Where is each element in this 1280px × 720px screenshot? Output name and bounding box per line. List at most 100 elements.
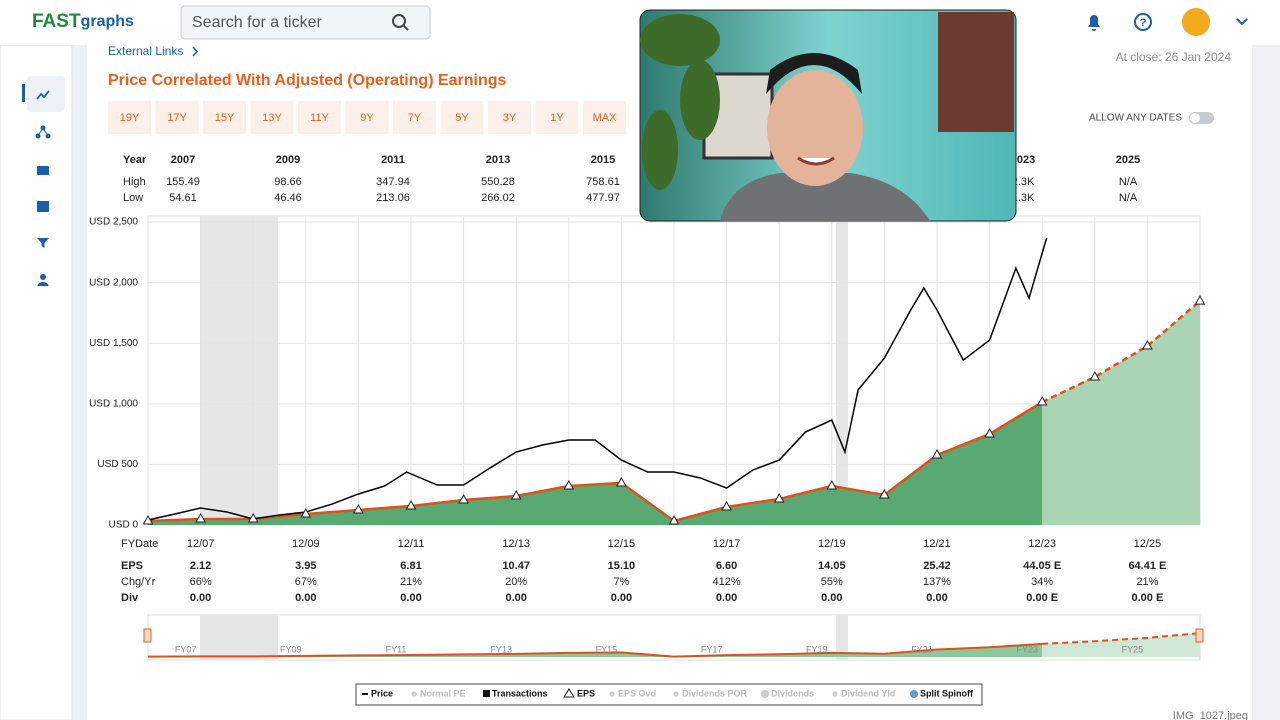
eps-marker	[1036, 395, 1048, 406]
range-button[interactable]	[108, 101, 151, 134]
legend-label[interactable]: EPS Ovd	[618, 688, 656, 698]
range-button[interactable]	[298, 101, 341, 134]
range-button-label: 13Y	[262, 112, 282, 124]
range-button[interactable]	[203, 101, 246, 134]
search-box[interactable]	[180, 5, 431, 40]
logo-b: graphs	[81, 13, 134, 30]
row-value: 21%	[400, 576, 422, 588]
notifications-icon[interactable]	[1088, 15, 1100, 31]
legend-label[interactable]: Dividends POR	[682, 688, 748, 698]
navigator-handle[interactable]	[143, 628, 152, 643]
range-button[interactable]	[535, 101, 579, 134]
range-button[interactable]	[155, 101, 199, 134]
nav-network[interactable]	[35, 125, 51, 139]
eps-marker	[616, 476, 627, 487]
legend-label[interactable]: Dividends	[771, 688, 814, 698]
eps-marker	[984, 427, 995, 438]
nav-reports[interactable]	[37, 201, 49, 212]
year-high: 347.94	[376, 176, 410, 188]
logo[interactable]: FASTgraphs	[32, 11, 134, 32]
row-value: 25.42	[923, 560, 951, 572]
range-button[interactable]	[250, 101, 294, 134]
year-header: 2007	[171, 154, 195, 166]
row-value: 0.00	[716, 592, 737, 604]
row-value: 7%	[613, 576, 629, 588]
range-button[interactable]	[440, 101, 484, 134]
year-header: 2025	[1116, 154, 1140, 166]
eps-marker	[405, 499, 417, 510]
mouth	[797, 156, 835, 166]
legend-label[interactable]: Split Spinoff	[920, 688, 974, 698]
menu-chevron[interactable]	[1236, 18, 1248, 26]
eps-marker	[353, 503, 364, 514]
row-value: 67%	[295, 576, 317, 588]
range-button[interactable]	[345, 101, 389, 134]
range-button-label: 9Y	[360, 112, 374, 124]
row-value: 44.05 E	[1023, 560, 1061, 572]
allow-any-dates: ALLOW ANY DATES	[1089, 113, 1182, 124]
legend-icon	[673, 691, 679, 697]
help-icon-mark: ?	[1140, 17, 1147, 29]
nav-chart[interactable]	[36, 90, 50, 100]
eps-marker	[879, 488, 890, 499]
eps-marker	[247, 512, 259, 523]
y-tick-label: USD 500	[97, 459, 138, 470]
eps-area	[148, 402, 1043, 525]
row-label: Chg/Yr	[121, 576, 156, 588]
legend-label[interactable]: Price	[371, 688, 393, 698]
range-button-label: 7Y	[408, 112, 422, 124]
year-low: 266.02	[481, 192, 515, 204]
x-tick-label: 12/15	[608, 538, 636, 550]
video-overlay	[639, 9, 1017, 222]
search-placeholder: Search for a ticker	[192, 14, 323, 31]
legend-label[interactable]: Transactions	[492, 688, 548, 698]
navigator-label: FY17	[701, 644, 723, 654]
row-value: 64.41 E	[1128, 560, 1166, 572]
row-value: 0.00	[611, 592, 632, 604]
navigator-handle[interactable]	[1195, 628, 1204, 643]
year-high: 758.61	[586, 176, 620, 188]
range-button[interactable]	[393, 101, 436, 134]
row-value: 10.47	[502, 560, 530, 572]
navigator-label: FY15	[596, 644, 618, 654]
legend-icon	[563, 688, 575, 698]
navigator-label: FY11	[386, 644, 407, 654]
year-high: 98.66	[274, 176, 302, 188]
low-label: Low	[123, 192, 143, 204]
row-value: 20%	[505, 576, 527, 588]
range-button-label: 1Y	[550, 112, 564, 124]
row-value: 0.00	[926, 592, 947, 604]
range-button[interactable]	[488, 101, 531, 134]
eps-marker	[931, 448, 943, 459]
nav-user[interactable]	[37, 274, 49, 286]
eps-marker	[142, 514, 154, 525]
y-tick-label: USD 0	[109, 520, 139, 531]
year-high: 2.3K	[1012, 176, 1035, 188]
eps-marker	[1089, 371, 1101, 381]
navigator-band	[200, 615, 278, 660]
range-button-label: 17Y	[167, 112, 187, 124]
legend-label[interactable]: Normal PE	[420, 688, 466, 698]
nav-portfolio[interactable]	[37, 166, 49, 175]
x-tick-label: 12/11	[398, 538, 425, 550]
at-close: At close: 26 Jan 2024	[1116, 50, 1232, 64]
external-links[interactable]: External Links	[108, 44, 183, 58]
range-button-label: MAX	[593, 112, 618, 124]
help-icon[interactable]	[1134, 13, 1152, 31]
eps-estimate-line	[1041, 300, 1201, 404]
legend-icon	[609, 691, 615, 697]
eps-marker	[300, 507, 312, 518]
x-tick-label: 12/25	[1134, 538, 1162, 550]
nav-filter[interactable]	[37, 238, 49, 248]
avatar[interactable]	[1182, 8, 1210, 36]
row-value: 6.60	[716, 560, 737, 572]
painting	[938, 12, 1014, 132]
row-value: 2.12	[190, 560, 211, 572]
range-button[interactable]	[583, 101, 626, 134]
eps-marker	[563, 479, 575, 490]
navigator-label: FY23	[1016, 644, 1038, 654]
legend-label[interactable]: EPS	[577, 688, 595, 698]
row-value: 0.00 E	[1026, 592, 1058, 604]
legend-label[interactable]: Dividend Yld	[841, 688, 895, 698]
